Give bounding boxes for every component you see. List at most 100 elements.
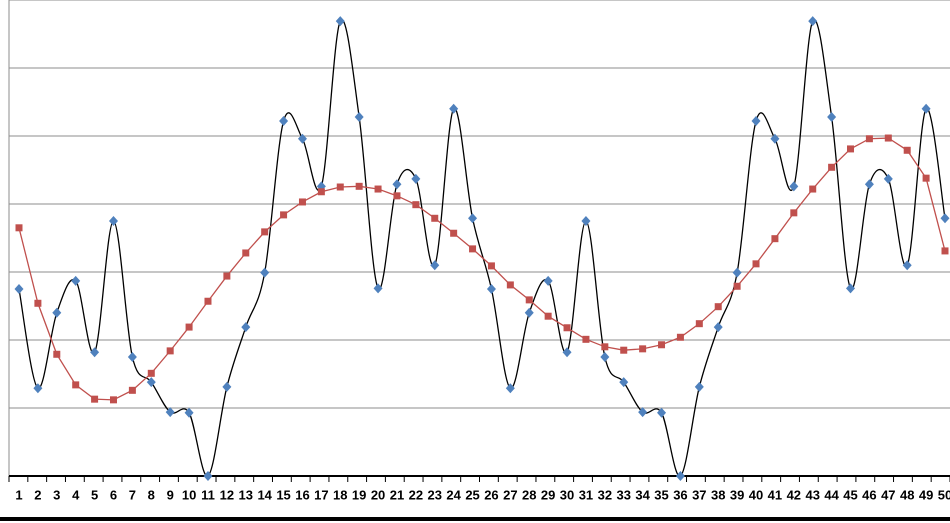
point xyxy=(53,350,61,358)
point xyxy=(165,407,175,418)
point xyxy=(222,381,232,392)
x-tick-label: 25 xyxy=(465,487,479,502)
point xyxy=(865,135,873,143)
point xyxy=(864,179,874,190)
x-tick-label: 12 xyxy=(220,487,234,502)
point xyxy=(280,211,288,219)
point xyxy=(695,320,703,328)
point xyxy=(374,185,382,193)
point xyxy=(809,185,817,193)
series-line xyxy=(18,137,946,401)
point xyxy=(336,183,344,191)
point xyxy=(108,216,118,226)
point xyxy=(487,262,495,270)
point xyxy=(620,346,628,354)
x-tick-label: 16 xyxy=(295,487,309,502)
point xyxy=(941,247,949,255)
point xyxy=(505,383,515,394)
point xyxy=(790,209,798,217)
x-tick-label: 37 xyxy=(692,487,706,502)
x-tick-label: 29 xyxy=(541,487,555,502)
series-line xyxy=(18,19,946,477)
point xyxy=(204,297,212,305)
x-tick-label: 21 xyxy=(390,487,404,502)
point xyxy=(185,323,193,331)
point xyxy=(657,407,667,418)
point xyxy=(562,347,572,358)
point xyxy=(14,284,24,294)
point xyxy=(543,275,553,286)
point xyxy=(449,103,459,114)
x-tick-label: 39 xyxy=(730,487,744,502)
point xyxy=(619,377,629,388)
x-tick-label: 33 xyxy=(617,487,631,502)
point xyxy=(902,260,912,271)
point xyxy=(789,181,799,192)
point xyxy=(450,229,458,237)
point xyxy=(15,224,23,232)
x-tick-label: 20 xyxy=(371,487,385,502)
x-tick-label: 31 xyxy=(579,487,593,502)
x-tick-label: 32 xyxy=(598,487,612,502)
point xyxy=(147,369,155,377)
point xyxy=(71,275,81,286)
point xyxy=(658,341,666,349)
point xyxy=(771,235,779,243)
x-tick-label: 2 xyxy=(34,487,41,502)
point xyxy=(469,245,477,253)
point xyxy=(638,407,648,418)
point xyxy=(506,281,514,289)
point xyxy=(486,284,496,294)
x-tick-label: 5 xyxy=(91,487,98,502)
point xyxy=(146,377,156,388)
point xyxy=(34,299,42,307)
point xyxy=(524,307,534,318)
point xyxy=(412,201,420,209)
point xyxy=(431,214,439,222)
point xyxy=(468,213,478,224)
point xyxy=(298,198,306,206)
point xyxy=(940,213,950,224)
x-tick-label: 49 xyxy=(919,487,933,502)
x-tick-label: 7 xyxy=(129,487,136,502)
point xyxy=(354,111,364,122)
x-tick-label: 35 xyxy=(654,487,668,502)
x-tick-label: 9 xyxy=(167,487,174,502)
point xyxy=(751,116,761,127)
x-tick-label: 48 xyxy=(900,487,914,502)
x-tick-label: 34 xyxy=(635,487,650,502)
point xyxy=(601,343,609,351)
point xyxy=(884,134,892,142)
point xyxy=(752,260,760,268)
point xyxy=(373,283,383,294)
x-tick-label: 42 xyxy=(787,487,801,502)
point xyxy=(317,188,325,196)
x-tick-label: 45 xyxy=(843,487,857,502)
x-tick-label: 19 xyxy=(352,487,366,502)
point xyxy=(921,103,931,114)
x-tick-label: 23 xyxy=(428,487,442,502)
point xyxy=(713,322,723,333)
x-tick-label: 43 xyxy=(805,487,819,502)
x-tick-label: 13 xyxy=(239,487,253,502)
x-tick-label: 47 xyxy=(881,487,895,502)
x-tick-label: 8 xyxy=(148,487,155,502)
x-tick-label: 50 xyxy=(938,487,950,502)
point xyxy=(581,216,591,226)
point xyxy=(883,173,893,184)
x-tick-label: 27 xyxy=(503,487,517,502)
point xyxy=(166,347,174,355)
point xyxy=(128,386,136,394)
x-tick-label: 4 xyxy=(72,487,80,502)
point xyxy=(260,267,270,278)
x-tick-label: 30 xyxy=(560,487,574,502)
point xyxy=(714,303,722,311)
x-tick-label: 44 xyxy=(824,487,839,502)
point xyxy=(675,471,685,481)
point xyxy=(91,395,99,403)
x-tick-label: 1 xyxy=(15,487,22,502)
x-tick-label: 36 xyxy=(673,487,687,502)
point xyxy=(694,381,704,392)
point xyxy=(676,333,684,341)
